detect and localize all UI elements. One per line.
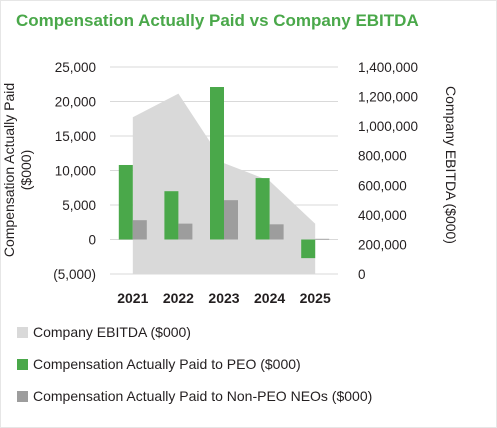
non-peo-bar-2024: [269, 224, 284, 240]
x-tick-label-2021: 2021: [117, 290, 148, 306]
left-tick-label: (5,000): [53, 267, 96, 282]
peo-bar-2023: [210, 87, 224, 240]
chart-title: Compensation Actually Paid vs Company EB…: [16, 11, 419, 30]
left-tick-label: 10,000: [55, 164, 96, 179]
left-axis-label-line: Compensation Actually Paid: [1, 83, 17, 257]
right-tick-label: 600,000: [358, 178, 407, 193]
left-axis-label-line: ($000): [18, 150, 34, 190]
x-tick-label-2022: 2022: [163, 290, 194, 306]
left-tick-label: 15,000: [55, 129, 96, 144]
right-tick-label: 200,000: [358, 237, 407, 252]
right-tick-label: 1,000,000: [358, 119, 418, 134]
legend-label-peo: Compensation Actually Paid to PEO ($000): [33, 356, 301, 372]
non-peo-bar-2023: [224, 200, 238, 240]
non-peo-bar-2021: [132, 220, 147, 240]
right-tick-label: 1,400,000: [358, 60, 418, 75]
legend-item-peo: Compensation Actually Paid to PEO ($000): [17, 348, 372, 380]
right-axis-label: Company EBITDA ($000): [443, 86, 459, 244]
left-tick-label: 5,000: [62, 198, 96, 213]
legend-item-ebitda: Company EBITDA ($000): [17, 316, 372, 348]
legend-label-non-peo: Compensation Actually Paid to Non-PEO NE…: [33, 388, 373, 404]
x-tick-label-2024: 2024: [254, 290, 285, 306]
non-peo-bar-2025: [315, 238, 330, 240]
legend-label-ebitda: Company EBITDA ($000): [33, 324, 191, 340]
left-tick-label: 25,000: [55, 60, 96, 75]
right-tick-label: 0: [358, 267, 366, 282]
legend-swatch-ebitda: [17, 326, 28, 338]
peo-bar-2025: [301, 239, 316, 259]
left-tick-label: 20,000: [55, 95, 96, 110]
peo-bar-2024: [255, 178, 270, 240]
legend-swatch-peo: [17, 358, 28, 370]
right-tick-label: 1,200,000: [358, 90, 418, 105]
right-tick-label: 800,000: [358, 149, 407, 164]
peo-bar-2021: [118, 164, 133, 240]
legend-item-non-peo: Compensation Actually Paid to Non-PEO NE…: [17, 380, 372, 412]
right-tick-label: 400,000: [358, 208, 407, 223]
x-tick-label-2025: 2025: [300, 290, 331, 306]
legend: Company EBITDA ($000) Compensation Actua…: [17, 316, 372, 412]
non-peo-bar-2022: [178, 223, 193, 240]
x-tick-label-2023: 2023: [208, 290, 239, 306]
left-tick-label: 0: [88, 233, 96, 248]
legend-swatch-non-peo: [17, 390, 28, 402]
peo-bar-2022: [164, 191, 179, 240]
